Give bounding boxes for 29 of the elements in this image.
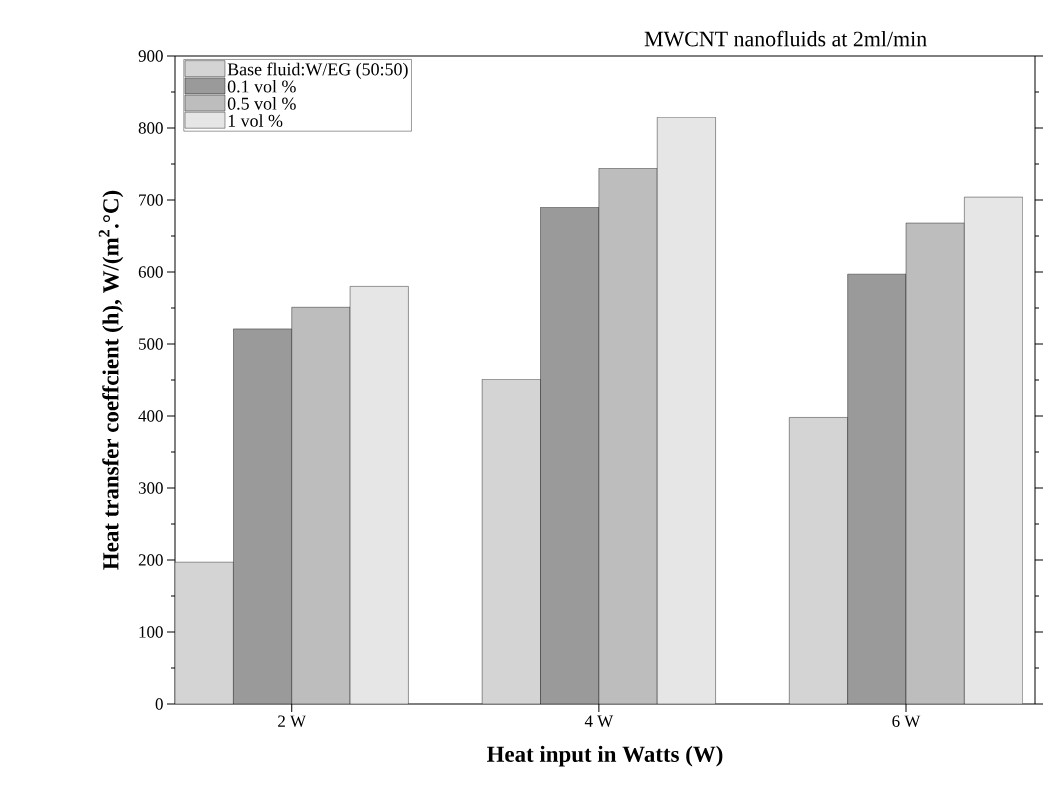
bar — [964, 196, 1023, 704]
y-tick-label: 800 — [138, 122, 163, 134]
y-tick-label: 0 — [155, 698, 163, 710]
y-tick-label: 600 — [138, 266, 163, 278]
y-tick-label: 200 — [138, 554, 163, 566]
bar — [540, 207, 600, 704]
bar — [598, 168, 658, 704]
bar — [233, 328, 292, 704]
x-axis-title: Heat input in Watts (W) — [487, 745, 723, 767]
chart-title: MWCNT nanofluids at 2ml/min — [644, 30, 927, 47]
y-tick-label: 300 — [138, 482, 163, 494]
y-tick-label: 400 — [138, 410, 163, 422]
bar — [291, 307, 351, 704]
legend-label: 1 vol % — [228, 114, 283, 127]
bar — [657, 117, 716, 704]
legend-label: Base fluid:W/EG (50:50) — [227, 62, 408, 80]
y-tick-label: 900 — [138, 50, 163, 62]
legend-label: 0.1 vol % — [227, 79, 296, 93]
x-tick-label: 4 W — [584, 715, 614, 727]
bar — [349, 286, 409, 704]
legend-label: 0.5 vol % — [227, 97, 296, 110]
y-axis-title: Heat transfer coeffcient (h), W/(m$^{2}$.°C) — [98, 190, 124, 570]
y-tick-label: 700 — [139, 194, 163, 206]
bar — [847, 273, 907, 704]
bar — [905, 222, 965, 704]
y-tick-label: 100 — [139, 626, 163, 638]
x-tick-label: 6 W — [892, 715, 921, 727]
x-tick-label: 2 W — [278, 715, 307, 727]
y-tick-label: 500 — [139, 338, 163, 350]
